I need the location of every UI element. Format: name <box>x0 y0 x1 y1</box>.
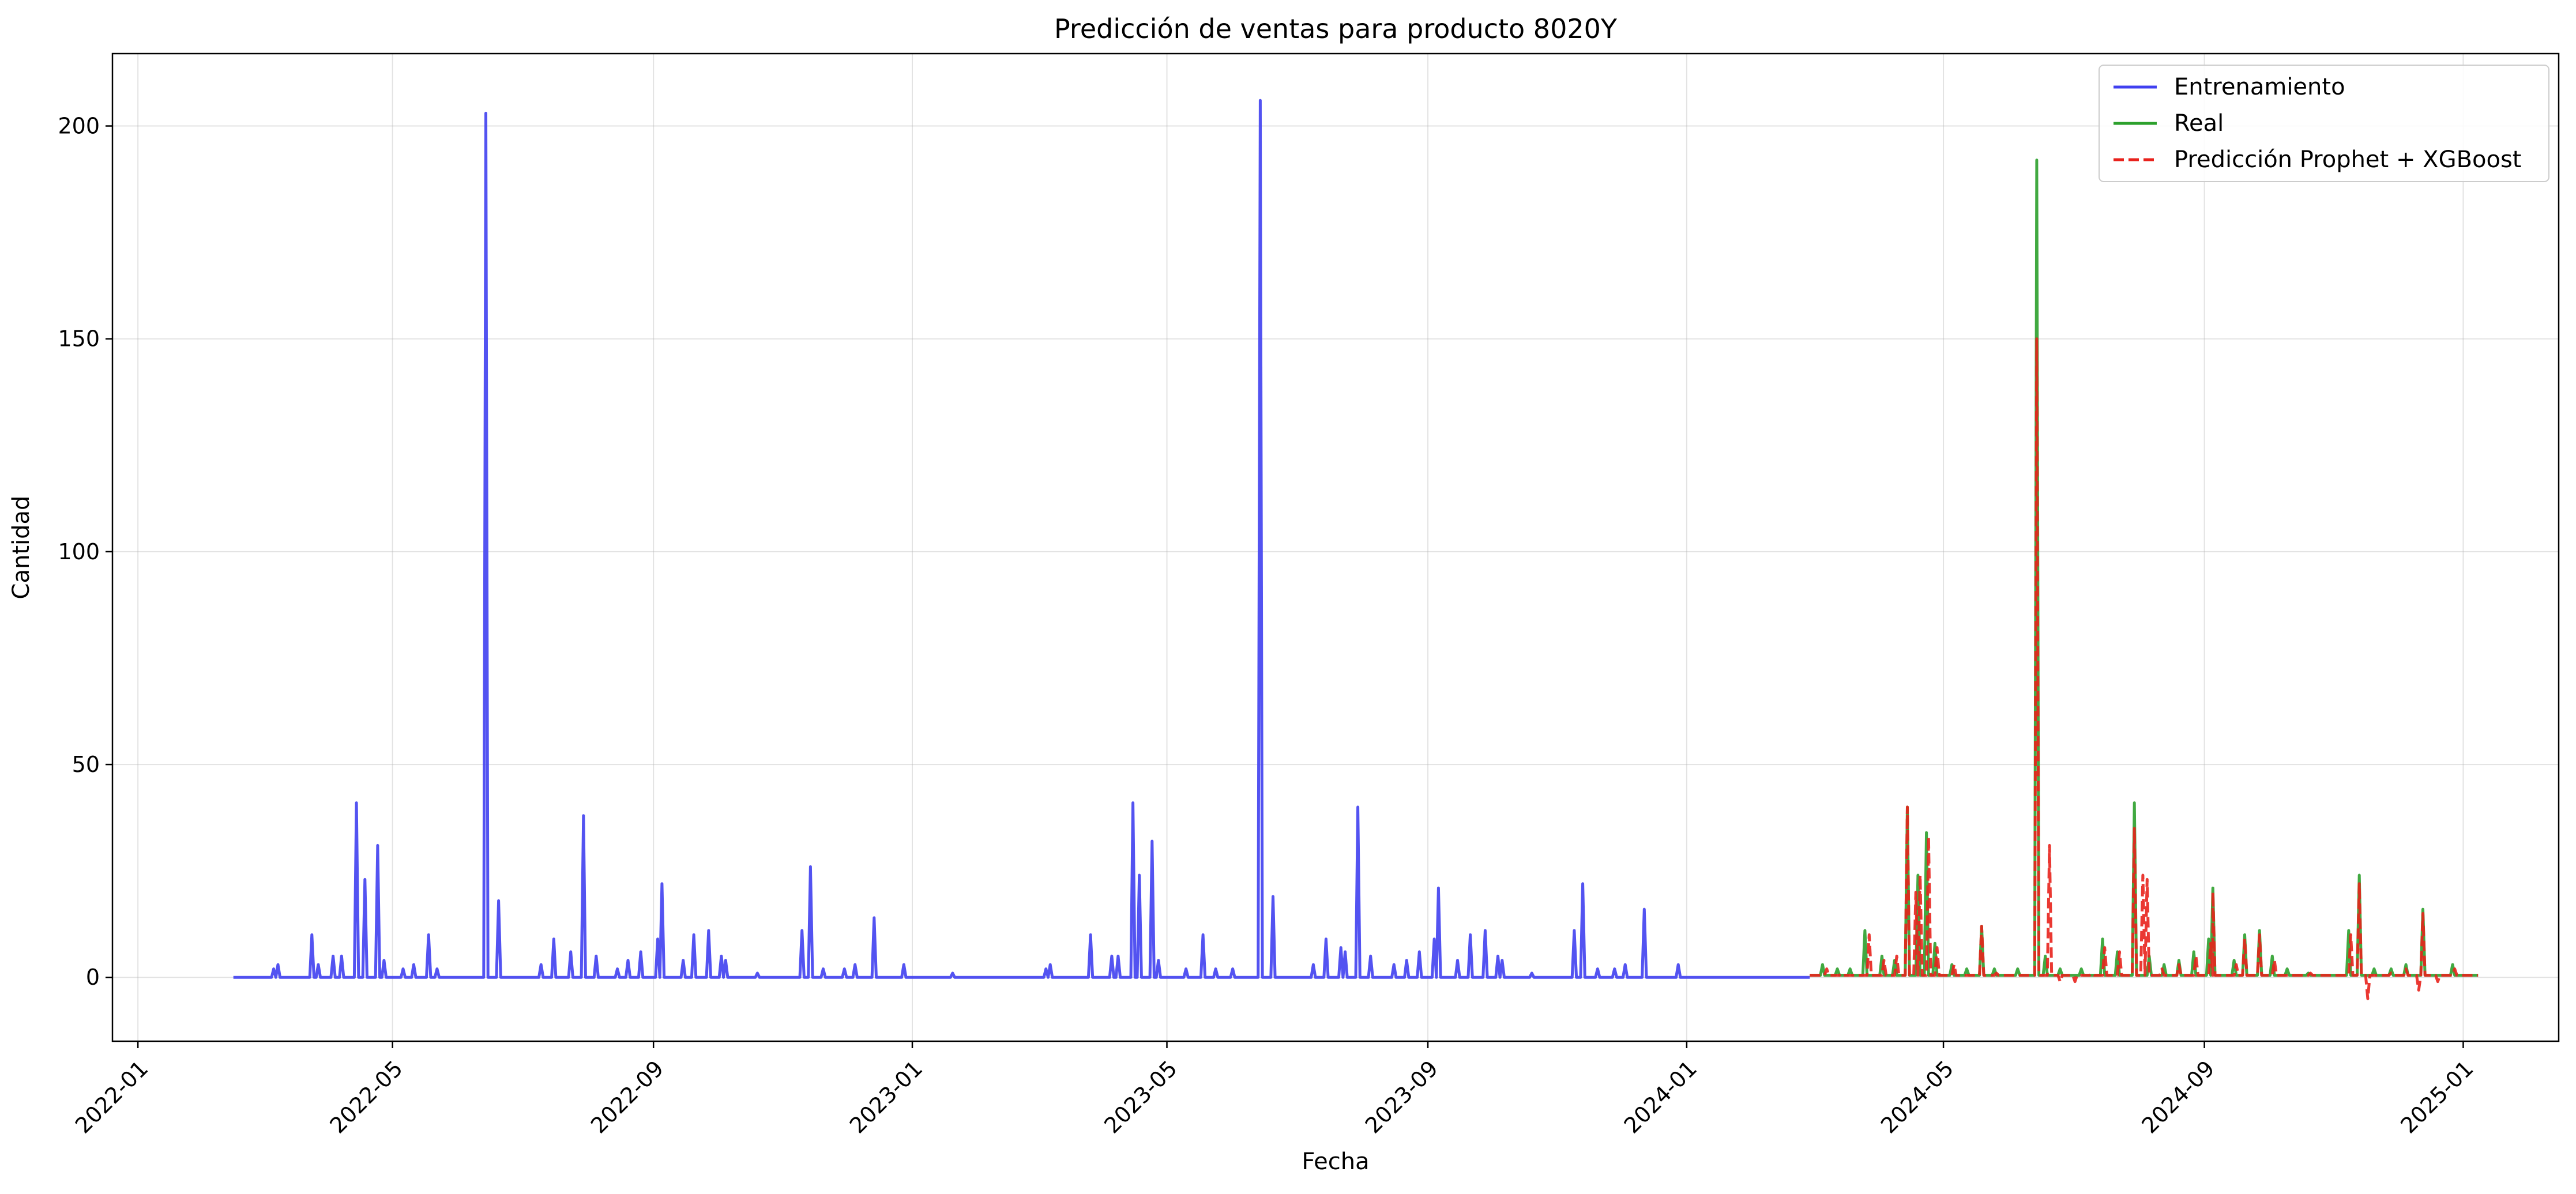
legend-label-entrenamiento: Entrenamiento <box>2174 74 2345 100</box>
legend-label-real: Real <box>2174 110 2224 137</box>
chart-title: Predicción de ventas para producto 8020Y <box>1054 13 1618 44</box>
legend-label-prediccion: Predicción Prophet + XGBoost <box>2174 146 2521 173</box>
y-tick-label: 0 <box>86 965 100 990</box>
plot-frame <box>111 52 2560 1042</box>
series-line-prediccion <box>1810 337 2479 1000</box>
y-tick-label: 100 <box>58 539 100 564</box>
y-tick-label: 50 <box>72 752 100 777</box>
y-tick-label: 150 <box>58 326 100 352</box>
legend-box <box>2099 65 2549 182</box>
x-axis-label: Fecha <box>1302 1148 1369 1175</box>
series-line-entrenamiento <box>233 99 1810 979</box>
y-tick-label: 200 <box>58 114 100 139</box>
series-lines <box>233 99 2479 1000</box>
y-axis-label: Cantidad <box>8 496 35 600</box>
legend: Entrenamiento Real Predicción Prophet + … <box>2099 65 2549 182</box>
